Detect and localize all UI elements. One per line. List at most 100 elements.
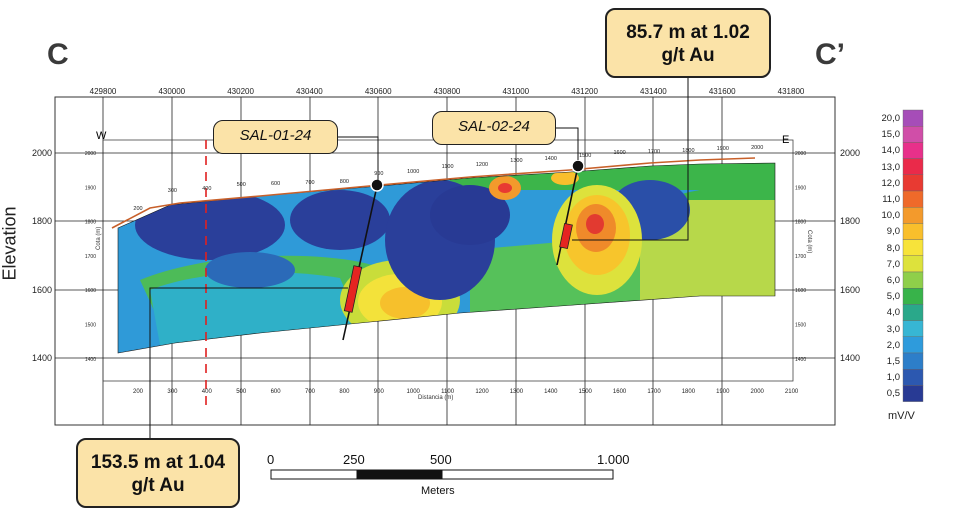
elevation-left-1800: 1800 [32,216,52,226]
drillhole-sal02-trace [556,165,579,266]
colorbar-label-3: 13,0 [881,161,901,173]
distance-tick-700: 700 [305,389,316,395]
distance-tick-1100: 1100 [441,389,455,395]
elevation-right-1400: 1400 [840,353,860,363]
topography-line [111,157,756,229]
elevation-minor-right-1500: 1500 [795,323,806,329]
scale-label-0: 0 [267,452,275,467]
elevation-left-2000: 2000 [32,148,52,158]
colorbar-label-7: 9,0 [886,226,900,238]
colorbar-label-10: 6,0 [886,275,900,286]
colorbar-swatch-13 [902,320,924,338]
surface-label-500: 500 [237,182,246,188]
distance-tick-labels: 200 300 400 500 600 700 800 900 1000 1100 1200 1300… [133,389,799,395]
sal01-intercept-leader [149,287,348,440]
surface-label-1500: 1500 [579,153,591,159]
colorbar-swatch-16 [902,369,924,386]
colorbar-label-1: 15,0 [881,129,901,141]
elevation-minor-left-1600: 1600 [85,288,96,294]
scale-label-1000: 1.000 [597,452,630,467]
distance-tick-1300: 1300 [510,389,524,395]
surface-label-200: 200 [133,206,142,212]
surface-label-600: 600 [271,181,280,187]
sal02-intercept-leader [572,75,689,241]
distance-tick-200: 200 [133,389,144,395]
colorbar-swatch-3 [902,158,924,176]
surface-label-1100: 1100 [442,164,454,170]
colorbar-swatch-10 [902,271,924,289]
elevation-minor-left-1800: 1800 [85,220,96,226]
surface-label-400: 400 [202,186,211,192]
distance-tick-2100: 2100 [785,389,799,395]
sal01-intercept-callout: 153.5 m at 1.04 g/t Au [76,438,240,508]
easting-tick-431200: 431200 [571,87,598,96]
drillhole-sal01-trace [342,185,378,341]
colorbar-label-12: 4,0 [886,307,900,319]
west-label: W [96,130,107,142]
easting-tick-labels: 429800 430000 430200 430400 430600 430800 4310… [90,87,805,96]
easting-tick-429800: 429800 [90,87,117,96]
surface-label-900: 900 [374,171,383,177]
surface-label-1700: 1700 [648,149,660,155]
easting-tick-430200: 430200 [227,87,254,96]
distance-tick-300: 300 [167,389,178,395]
elevation-minor-right-2000: 2000 [795,151,806,157]
surface-label-800: 800 [340,179,349,185]
elevation-minor-left-1500: 1500 [85,323,96,329]
distance-tick-1200: 1200 [475,389,489,395]
easting-tick-431400: 431400 [640,87,667,96]
sal01-collar [370,178,384,192]
colorbar-swatch-4 [902,174,924,192]
distance-tick-1600: 1600 [613,389,627,395]
sal02-intercept-callout: 85.7 m at 1.02 g/t Au [605,8,771,78]
elevation-minor-left-1700: 1700 [85,254,96,260]
surface-label-1300: 1300 [510,158,522,164]
colorbar [902,109,924,402]
colorbar-unit: mV/V [888,410,915,422]
scale-unit: Meters [421,485,455,497]
surface-label-1800: 1800 [682,148,694,154]
distance-tick-1900: 1900 [716,389,730,395]
elevation-left-1600: 1600 [32,285,52,295]
elevation-minor-right-1700: 1700 [795,254,806,260]
elevation-minor-right-1800: 1800 [795,220,806,226]
colorbar-label-13: 3,0 [886,323,900,335]
colorbar-swatch-11 [902,288,924,305]
elevation-minor-left-1400: 1400 [85,357,96,363]
colorbar-label-16: 1,0 [886,372,900,384]
colorbar-swatch-0 [902,109,924,127]
scale-bar [270,469,614,480]
surface-label-1200: 1200 [476,162,488,168]
distance-tick-2000: 2000 [751,389,765,395]
scale-label-500: 500 [430,452,452,467]
colorbar-label-5: 11,0 [882,194,900,205]
colorbar-label-9: 7,0 [886,258,900,270]
surface-label-1400: 1400 [545,156,557,162]
distance-tick-1000: 1000 [407,389,421,395]
colorbar-swatch-5 [902,190,924,208]
colorbar-label-14: 2,0 [886,339,900,351]
sal02-hole-label: SAL-02-24 [432,111,556,145]
section-start-label: C [47,38,69,71]
sal02-intercept-line2: g/t Au [661,44,715,66]
colorbar-swatch-7 [902,223,924,240]
east-label: E [782,134,790,146]
cota-axis-left: Cota (m) [96,226,102,250]
sal01-hole-label: SAL-01-24 [213,120,338,154]
surface-label-300: 300 [168,188,177,194]
colorbar-label-4: 12,0 [881,177,901,189]
sal02-intercept-line1: 85.7 m at 1.02 [626,22,750,43]
easting-tick-431800: 431800 [778,87,805,96]
elevation-minor-right-1900: 1900 [795,185,806,191]
distance-tick-1400: 1400 [544,389,558,395]
colorbar-swatch-8 [902,239,924,257]
colorbar-swatch-1 [902,125,924,143]
easting-tick-430000: 430000 [158,87,185,96]
colorbar-swatch-2 [902,142,924,159]
elevation-right-1600: 1600 [840,285,860,295]
colorbar-label-17: 0,5 [886,388,900,400]
colorbar-label-6: 10,0 [881,210,901,222]
colorbar-swatch-12 [902,304,924,321]
sal01-intercept-bar [343,265,363,313]
